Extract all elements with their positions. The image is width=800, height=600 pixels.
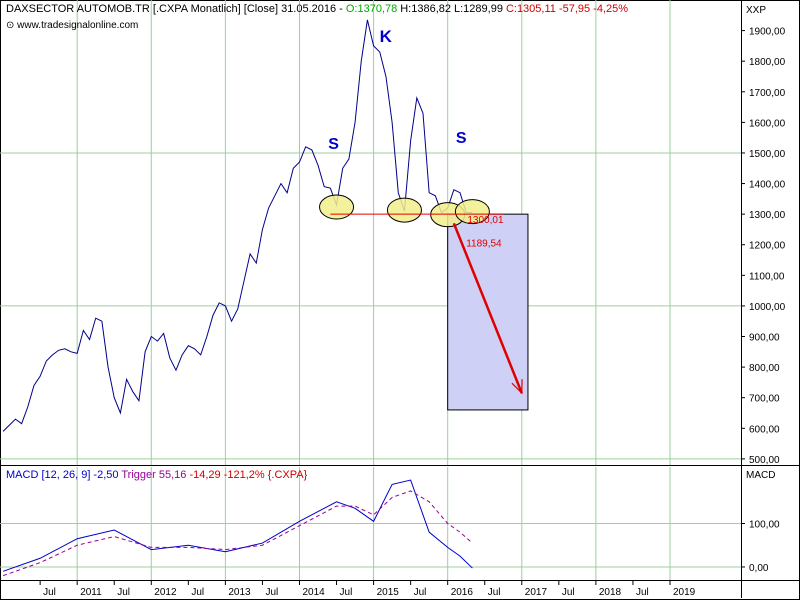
x-tick-label: Jul <box>43 587 56 598</box>
website-label: ⊙ www.tradesignalonline.com <box>6 20 138 31</box>
head-label: K <box>380 27 393 46</box>
x-tick-label: Jul <box>340 587 353 598</box>
y-tick-label: 100,00 <box>749 520 780 531</box>
x-tick-label: Jul <box>636 587 649 598</box>
macd-value: MACD [12, 26, 9] -2,50 <box>6 469 119 481</box>
x-tick-label: 2013 <box>228 587 251 598</box>
y-tick-label: 700,00 <box>749 394 780 405</box>
y-tick-label: 1600,00 <box>749 118 786 129</box>
x-tick-label: 2019 <box>673 587 696 598</box>
x-tick-label: 2016 <box>451 587 474 598</box>
x-tick-label: Jul <box>117 587 130 598</box>
marked-low-ellipse <box>319 194 355 220</box>
y-tick-label: 900,00 <box>749 333 780 344</box>
neckline-value-label: 1300,01 <box>467 215 504 226</box>
target-arrow <box>452 222 523 394</box>
y-tick-label: 1700,00 <box>749 88 786 99</box>
macd-line <box>2 479 473 572</box>
low-value: L:1289,99 <box>454 3 503 15</box>
price-line <box>2 19 473 432</box>
y-tick-label: 800,00 <box>749 363 780 374</box>
website-text: www.tradesignalonline.com <box>17 20 139 31</box>
marked-low-ellipse <box>386 197 422 223</box>
x-tick-label: Jul <box>414 587 427 598</box>
macd-header: MACD [12, 26, 9] -2,50 Trigger 55,16 -14… <box>6 469 307 481</box>
x-tick-label: Jul <box>488 587 501 598</box>
y-tick-label: 1900,00 <box>749 27 786 38</box>
x-tick-label: Jul <box>265 587 278 598</box>
trigger-line <box>2 490 473 577</box>
target-distance-label: 1189,54 <box>466 238 502 249</box>
macd-panel-right-label: MACD <box>746 470 776 481</box>
y-tick-label: 1000,00 <box>749 302 786 313</box>
marked-low-ellipse <box>454 199 490 225</box>
x-tick-label: 2015 <box>377 587 400 598</box>
y-tick-label: 1100,00 <box>749 271 785 282</box>
x-tick-label: 2017 <box>525 587 548 598</box>
arrow-head <box>511 379 523 395</box>
x-tick-label: 2018 <box>599 587 622 598</box>
x-tick-label: Jul <box>191 587 204 598</box>
y-tick-label: 1300,00 <box>749 210 786 221</box>
y-tick-label: 0,00 <box>749 563 769 574</box>
high-value: H:1386,82 <box>400 3 451 15</box>
open-value: O:1370,78 <box>345 3 398 15</box>
x-tick-label: 2011 <box>80 587 102 598</box>
y-tick-label: 1200,00 <box>749 241 786 252</box>
globe-icon: ⊙ <box>6 20 15 31</box>
price-header: DAXSECTOR AUTOMOB.TR [.CXPA Monatlich] [… <box>6 3 631 15</box>
x-tick-label: Jul <box>562 587 575 598</box>
trigger-value: Trigger 55,16 <box>121 469 187 481</box>
macd-rest: -14,29 -121,2% {.CXPA} <box>189 469 308 481</box>
price-panel-right-label: XXP <box>746 5 767 16</box>
x-tick-label: 2012 <box>154 587 177 598</box>
y-tick-label: 500,00 <box>749 455 780 466</box>
x-tick-label: 2014 <box>302 587 325 598</box>
right-shoulder-label: S <box>456 130 467 147</box>
y-tick-label: 1800,00 <box>749 57 786 68</box>
symbol-label: DAXSECTOR AUTOMOB.TR [.CXPA Monatlich] [… <box>6 3 343 15</box>
y-tick-label: 600,00 <box>749 424 780 435</box>
close-value: C:1305,11 -57,95 -4,25% <box>505 3 629 15</box>
y-tick-label: 1500,00 <box>749 149 786 160</box>
y-tick-label: 1400,00 <box>749 180 786 191</box>
left-shoulder-label: S <box>328 136 339 153</box>
